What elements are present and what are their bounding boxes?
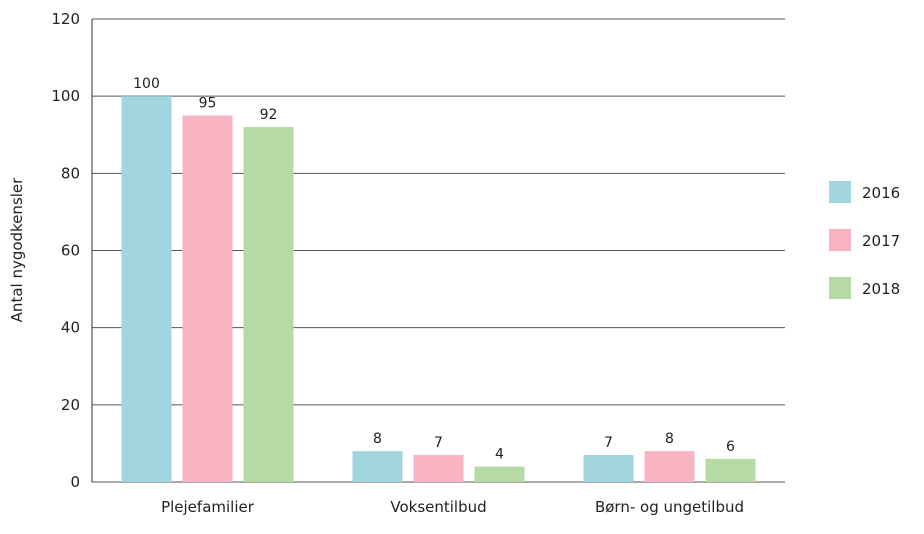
data-label: 8: [373, 431, 382, 447]
legend-label: 2017: [862, 232, 900, 250]
y-tick-label: 120: [51, 10, 80, 28]
data-label: 7: [434, 435, 443, 451]
bar: [352, 451, 403, 482]
data-label: 100: [133, 76, 160, 92]
data-label: 6: [726, 439, 735, 455]
data-label: 92: [260, 107, 278, 123]
legend-label: 2016: [862, 184, 900, 202]
data-label: 8: [665, 431, 674, 447]
x-tick-label: Børn- og ungetilbud: [595, 498, 744, 516]
data-label: 7: [604, 435, 613, 451]
legend-swatch: [829, 181, 851, 203]
y-tick-label: 60: [61, 242, 80, 260]
legend-swatch: [829, 229, 851, 251]
y-axis-label: Antal nygodkensler: [8, 177, 26, 322]
bar: [474, 466, 525, 482]
bar: [243, 127, 294, 483]
y-tick-label: 100: [51, 87, 80, 105]
bar: [413, 454, 464, 482]
y-tick-label: 40: [61, 319, 80, 337]
x-tick-label: Plejefamilier: [161, 498, 255, 516]
legend-swatch: [829, 277, 851, 299]
y-tick-label: 20: [61, 396, 80, 414]
legend-label: 2018: [862, 280, 900, 298]
bar: [583, 454, 634, 482]
bar: [121, 96, 172, 483]
y-tick-label: 0: [70, 473, 80, 491]
bar: [644, 451, 695, 482]
x-tick-label: Voksentilbud: [390, 498, 486, 516]
y-tick-label: 80: [61, 164, 80, 182]
bar: [182, 115, 233, 482]
data-label: 4: [495, 447, 504, 463]
bar: [705, 458, 756, 482]
data-label: 95: [199, 95, 217, 111]
